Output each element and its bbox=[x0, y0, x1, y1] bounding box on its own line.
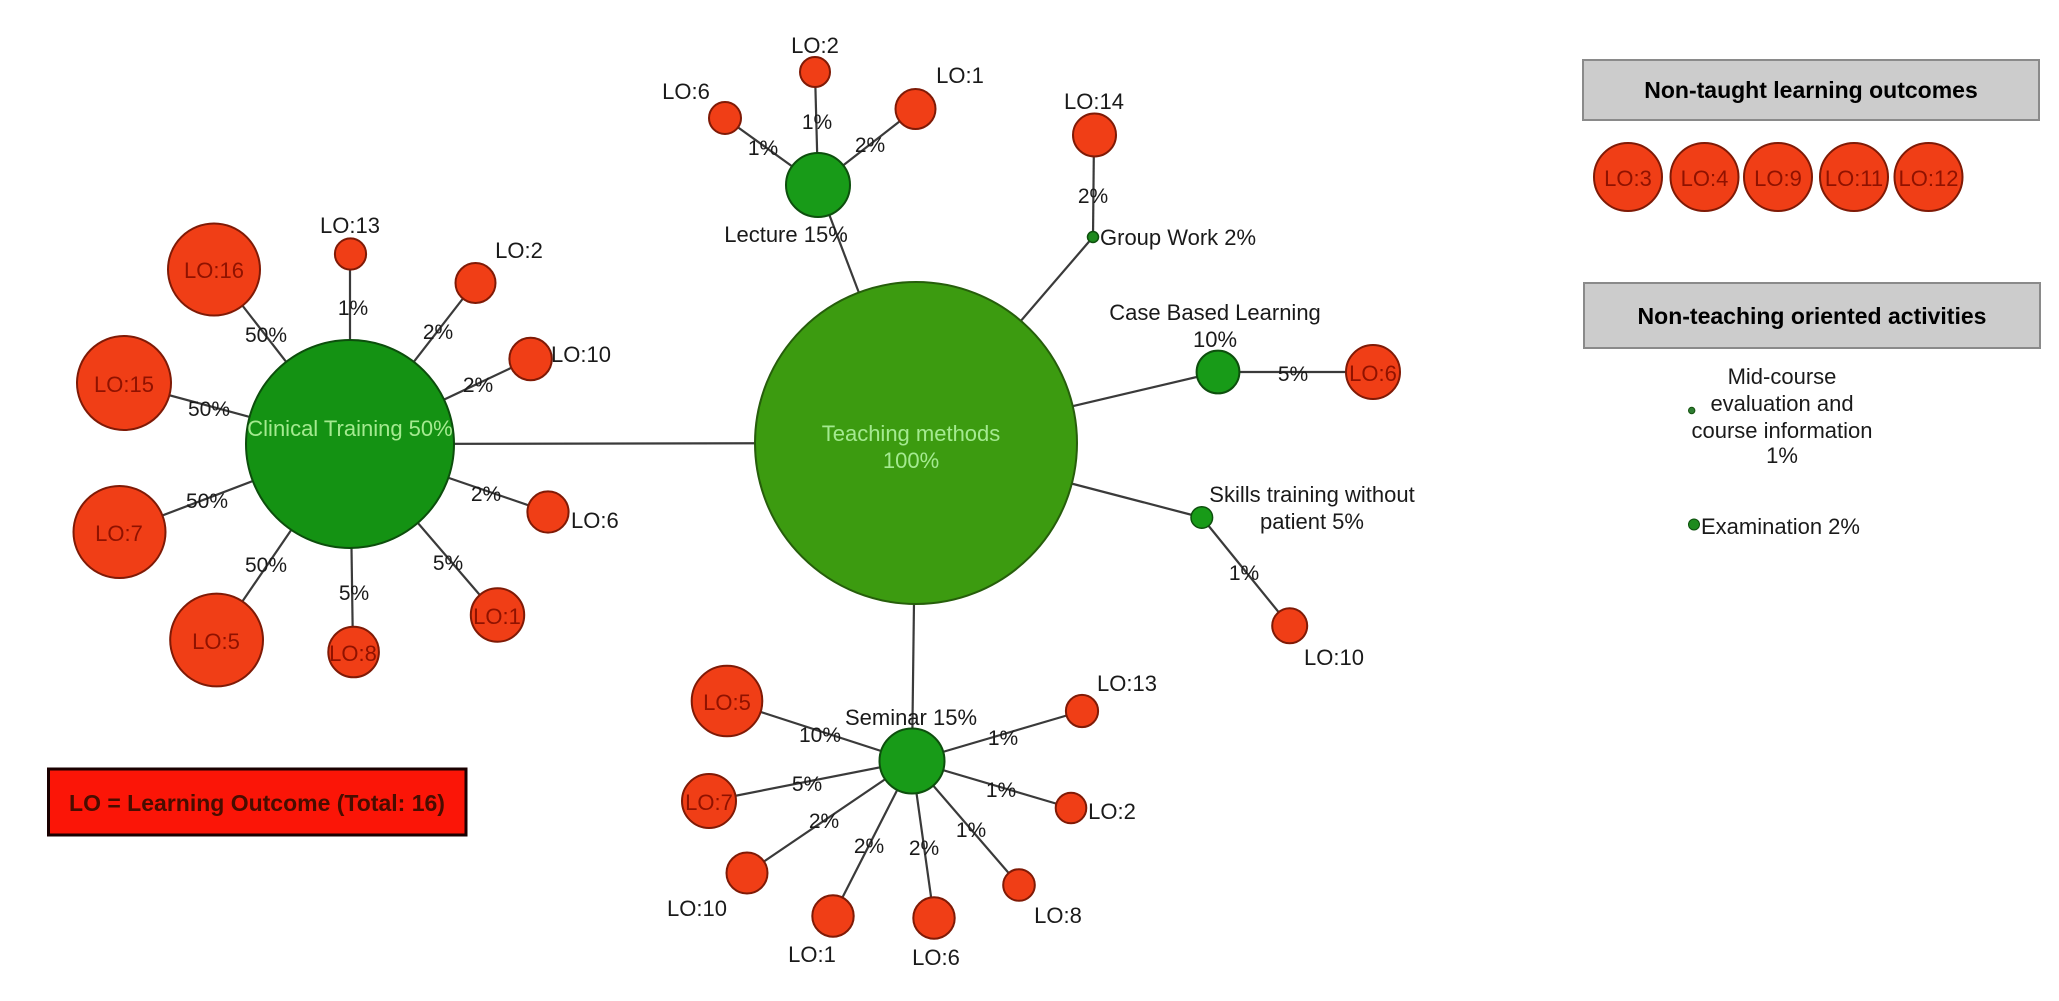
svg-text:LO:7: LO:7 bbox=[95, 521, 143, 546]
svg-text:Examination 2%: Examination 2% bbox=[1701, 514, 1860, 539]
svg-text:evaluation and: evaluation and bbox=[1710, 391, 1853, 416]
svg-text:50%: 50% bbox=[188, 398, 230, 421]
svg-text:2%: 2% bbox=[471, 483, 501, 506]
svg-text:LO:2: LO:2 bbox=[1088, 799, 1136, 824]
svg-text:5%: 5% bbox=[433, 552, 463, 575]
svg-text:2%: 2% bbox=[855, 134, 885, 157]
svg-text:LO:14: LO:14 bbox=[1064, 89, 1124, 114]
svg-text:LO:8: LO:8 bbox=[329, 641, 377, 666]
svg-text:LO:2: LO:2 bbox=[495, 238, 543, 263]
svg-text:LO:1: LO:1 bbox=[473, 604, 521, 629]
svg-text:Seminar 15%: Seminar 15% bbox=[845, 705, 977, 730]
svg-text:LO:10: LO:10 bbox=[667, 896, 727, 921]
svg-text:Skills training without: Skills training without bbox=[1209, 482, 1414, 507]
svg-text:2%: 2% bbox=[423, 321, 453, 344]
svg-text:Non-taught learning outcomes: Non-taught learning outcomes bbox=[1644, 77, 1978, 103]
svg-text:LO:15: LO:15 bbox=[94, 372, 154, 397]
svg-text:LO:2: LO:2 bbox=[791, 33, 839, 58]
svg-text:LO:11: LO:11 bbox=[1825, 166, 1883, 191]
svg-text:1%: 1% bbox=[1229, 562, 1259, 585]
svg-text:2%: 2% bbox=[1078, 185, 1108, 208]
svg-text:LO:9: LO:9 bbox=[1754, 166, 1802, 191]
svg-text:1%: 1% bbox=[748, 137, 778, 160]
svg-text:course information: course information bbox=[1692, 418, 1873, 443]
svg-text:LO:10: LO:10 bbox=[1304, 645, 1364, 670]
svg-text:Non-teaching oriented activiti: Non-teaching oriented activities bbox=[1638, 303, 1987, 329]
svg-text:LO = Learning Outcome (Total:: LO = Learning Outcome (Total: 16) bbox=[69, 790, 445, 816]
svg-text:5%: 5% bbox=[339, 582, 369, 605]
svg-text:LO:8: LO:8 bbox=[1034, 903, 1082, 928]
svg-text:Mid-course: Mid-course bbox=[1728, 364, 1837, 389]
svg-text:LO:10: LO:10 bbox=[551, 342, 611, 367]
svg-text:2%: 2% bbox=[854, 835, 884, 858]
svg-text:2%: 2% bbox=[809, 810, 839, 833]
svg-text:5%: 5% bbox=[792, 773, 822, 796]
svg-text:2%: 2% bbox=[909, 837, 939, 860]
svg-text:LO:5: LO:5 bbox=[192, 629, 240, 654]
svg-text:Lecture 15%: Lecture 15% bbox=[724, 222, 848, 247]
svg-text:Clinical Training 50%: Clinical Training 50% bbox=[247, 416, 452, 441]
svg-text:10%: 10% bbox=[1193, 327, 1237, 352]
svg-text:LO:13: LO:13 bbox=[1097, 671, 1157, 696]
svg-text:1%: 1% bbox=[988, 727, 1018, 750]
svg-text:Case Based Learning: Case Based Learning bbox=[1109, 300, 1321, 325]
svg-text:Teaching methods: Teaching methods bbox=[822, 421, 1001, 446]
svg-text:1%: 1% bbox=[338, 297, 368, 320]
svg-text:100%: 100% bbox=[883, 448, 939, 473]
svg-text:1%: 1% bbox=[802, 111, 832, 134]
svg-text:5%: 5% bbox=[1278, 363, 1308, 386]
svg-text:50%: 50% bbox=[245, 554, 287, 577]
svg-text:LO:4: LO:4 bbox=[1681, 166, 1729, 191]
svg-text:LO:12: LO:12 bbox=[1899, 166, 1959, 191]
svg-text:LO:6: LO:6 bbox=[662, 79, 710, 104]
svg-text:50%: 50% bbox=[186, 490, 228, 513]
svg-text:LO:6: LO:6 bbox=[571, 508, 619, 533]
svg-text:1%: 1% bbox=[956, 819, 986, 842]
svg-text:LO:7: LO:7 bbox=[685, 790, 733, 815]
svg-text:10%: 10% bbox=[799, 724, 841, 747]
svg-text:LO:3: LO:3 bbox=[1604, 166, 1652, 191]
svg-text:1%: 1% bbox=[1766, 443, 1798, 468]
svg-text:Group Work 2%: Group Work 2% bbox=[1100, 225, 1256, 250]
svg-text:LO:6: LO:6 bbox=[912, 945, 960, 970]
svg-text:2%: 2% bbox=[463, 374, 493, 397]
svg-text:LO:13: LO:13 bbox=[320, 213, 380, 238]
svg-text:LO:1: LO:1 bbox=[788, 942, 836, 967]
svg-text:LO:6: LO:6 bbox=[1349, 361, 1397, 386]
svg-text:LO:5: LO:5 bbox=[703, 690, 751, 715]
svg-text:patient 5%: patient 5% bbox=[1260, 509, 1364, 534]
svg-text:1%: 1% bbox=[986, 779, 1016, 802]
svg-text:50%: 50% bbox=[245, 324, 287, 347]
svg-text:LO:16: LO:16 bbox=[184, 258, 244, 283]
svg-text:LO:1: LO:1 bbox=[936, 63, 984, 88]
